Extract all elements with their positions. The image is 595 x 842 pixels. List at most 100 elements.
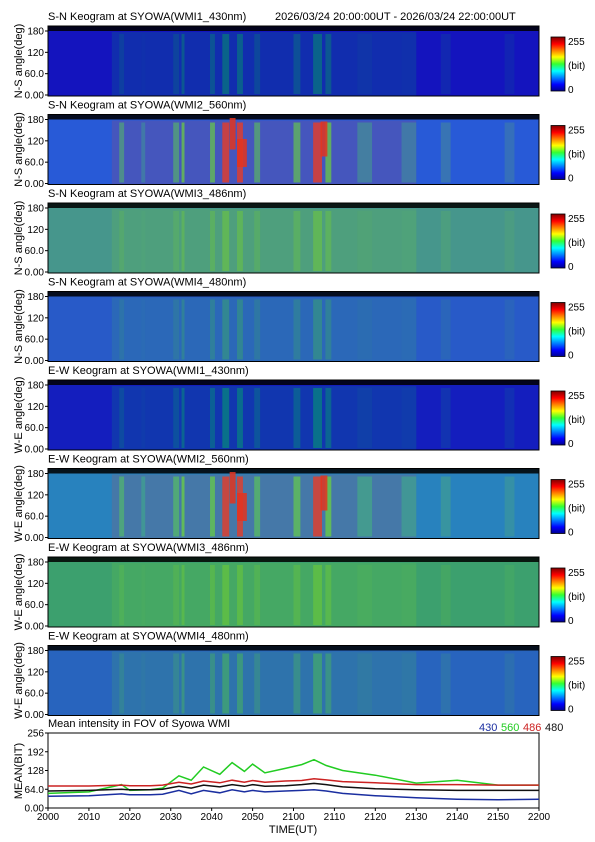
keogram-panel: E-W Keogram at SYOWA(WMI3_486nm) 180 120 60… — [13, 542, 585, 633]
keogram-horizon-band — [48, 468, 539, 474]
y-tick-label: 128 — [27, 766, 44, 777]
angle-tick-label: 180 — [27, 646, 44, 657]
x-tick-label: 2040 — [201, 812, 224, 823]
keogram-arc-band — [222, 476, 230, 537]
keogram-arc-band — [141, 388, 146, 448]
keogram-arc-band — [210, 565, 215, 625]
keogram-arc-band — [313, 122, 322, 183]
keogram-arc-band — [173, 565, 180, 625]
angle-tick-label: 180 — [27, 292, 44, 303]
keogram-arc-band — [222, 565, 230, 625]
keogram-arc-band — [293, 299, 301, 360]
keogram-arc-band — [254, 653, 261, 714]
angle-tick-label: 0.00 — [25, 91, 45, 102]
keogram-title: S-N Keogram at SYOWA(WMI2_560nm) — [48, 100, 246, 112]
angle-tick-label: 60.0 — [25, 600, 45, 611]
angle-axis-label: N-S angle(deg) — [13, 24, 25, 99]
colorbar-min-label: 0 — [568, 616, 574, 627]
keogram-frame — [47, 556, 540, 628]
keogram-arc-band — [401, 299, 417, 360]
angle-tick-label: 60.0 — [25, 246, 45, 257]
keogram-arc-band — [504, 653, 515, 714]
keogram-arc-band — [325, 476, 332, 537]
angle-tick-label: 0.00 — [25, 710, 45, 721]
keogram-arc-band — [440, 211, 451, 271]
angle-tick-label: 120 — [27, 490, 44, 501]
keogram-arc-band — [504, 388, 515, 448]
keogram-arc-band — [119, 565, 125, 625]
angle-tick-label: 0.00 — [25, 622, 45, 633]
time-range-header: 2026/03/24 20:00:00UT - 2026/03/24 22:00… — [275, 11, 516, 23]
y-tick-label: 0.00 — [25, 804, 45, 815]
x-tick-label: 2110 — [324, 812, 346, 823]
keogram-arc-band — [237, 211, 243, 271]
x-tick-label: 2200 — [528, 812, 551, 823]
x-tick-label: 2130 — [405, 812, 428, 823]
x-tick-label: 2030 — [160, 812, 183, 823]
keogram-frame — [47, 291, 540, 362]
keogram-arc-band — [504, 211, 515, 271]
colorbar-min-label: 0 — [568, 528, 574, 539]
keogram-arc-band — [254, 122, 261, 183]
keogram-intense-arc — [237, 493, 247, 521]
keogram-arc-band — [222, 34, 230, 94]
x-tick-label: 2100 — [282, 812, 305, 823]
keogram-arc-band — [141, 565, 146, 625]
colorbar-min-label: 0 — [568, 174, 574, 185]
keogram-arc-band — [293, 34, 301, 94]
keogram-arc-band — [254, 476, 261, 537]
y-ticks: 256 192 128 64.0 0.00 — [25, 729, 48, 815]
keogram-arc-band — [357, 299, 373, 360]
keogram-arc-band — [181, 388, 185, 448]
keogram-title: S-N Keogram at SYOWA(WMI1_430nm) — [48, 11, 246, 23]
keogram-arc-band — [181, 565, 185, 625]
keogram-arc-band — [222, 122, 230, 183]
keogram-frame — [47, 114, 540, 185]
colorbar-unit-label: (bit) — [568, 415, 585, 426]
angle-tick-label: 60.0 — [25, 69, 45, 80]
keogram-arc-band — [222, 388, 230, 448]
legend-486: 486 — [523, 722, 541, 734]
colorbar-max-label: 255 — [568, 303, 585, 314]
keogram-arc-band — [357, 476, 373, 537]
keogram-arc-band — [325, 653, 332, 714]
angle-axis-label: W-E angle(deg) — [13, 465, 25, 542]
keogram-arc-band — [181, 122, 185, 183]
colorbar-max-label: 255 — [568, 480, 585, 491]
keogram-arc-band — [222, 299, 230, 360]
keogram-frame — [47, 202, 540, 274]
keogram-arc-band — [141, 34, 146, 94]
series-lines — [47, 758, 540, 801]
keogram-title: E-W Keogram at SYOWA(WMI2_560nm) — [48, 454, 249, 466]
keogram-title: E-W Keogram at SYOWA(WMI1_430nm) — [48, 365, 249, 377]
angle-tick-label: 0.00 — [25, 445, 45, 456]
keogram-arc-band — [293, 122, 301, 183]
colorbar — [550, 213, 566, 269]
colorbar-unit-label: (bit) — [568, 681, 585, 692]
angle-axis-label: N-S angle(deg) — [13, 201, 25, 276]
keogram-arc-band — [119, 476, 125, 537]
x-tick-label: 2140 — [446, 812, 469, 823]
keogram-arc-band — [237, 653, 243, 714]
keogram-arc-band — [119, 388, 125, 448]
colorbar-max-label: 255 — [568, 568, 585, 579]
keogram-arc-band — [141, 653, 146, 714]
colorbar-min-label: 0 — [568, 705, 574, 716]
chart-title: Mean intensity in FOV of Syowa WMI — [48, 718, 230, 730]
y-tick-label: 64.0 — [25, 785, 45, 796]
keogram-arc-band — [440, 653, 451, 714]
colorbar-max-label: 255 — [568, 391, 585, 402]
keogram-arc-band — [504, 299, 515, 360]
angle-tick-label: 120 — [27, 136, 44, 147]
x-tick-label: 2020 — [119, 812, 142, 823]
keogram-arc-band — [237, 388, 243, 448]
angle-tick-label: 120 — [27, 667, 44, 678]
keogram-arc-band — [313, 565, 322, 625]
keogram-horizon-band — [48, 380, 539, 385]
colorbar — [550, 302, 566, 357]
keogram-arc-band — [210, 34, 215, 94]
keogram-arc-band — [440, 122, 451, 183]
angle-axis-label: W-E angle(deg) — [13, 377, 25, 454]
angle-tick-label: 0.00 — [25, 533, 45, 544]
colorbar — [550, 567, 566, 623]
